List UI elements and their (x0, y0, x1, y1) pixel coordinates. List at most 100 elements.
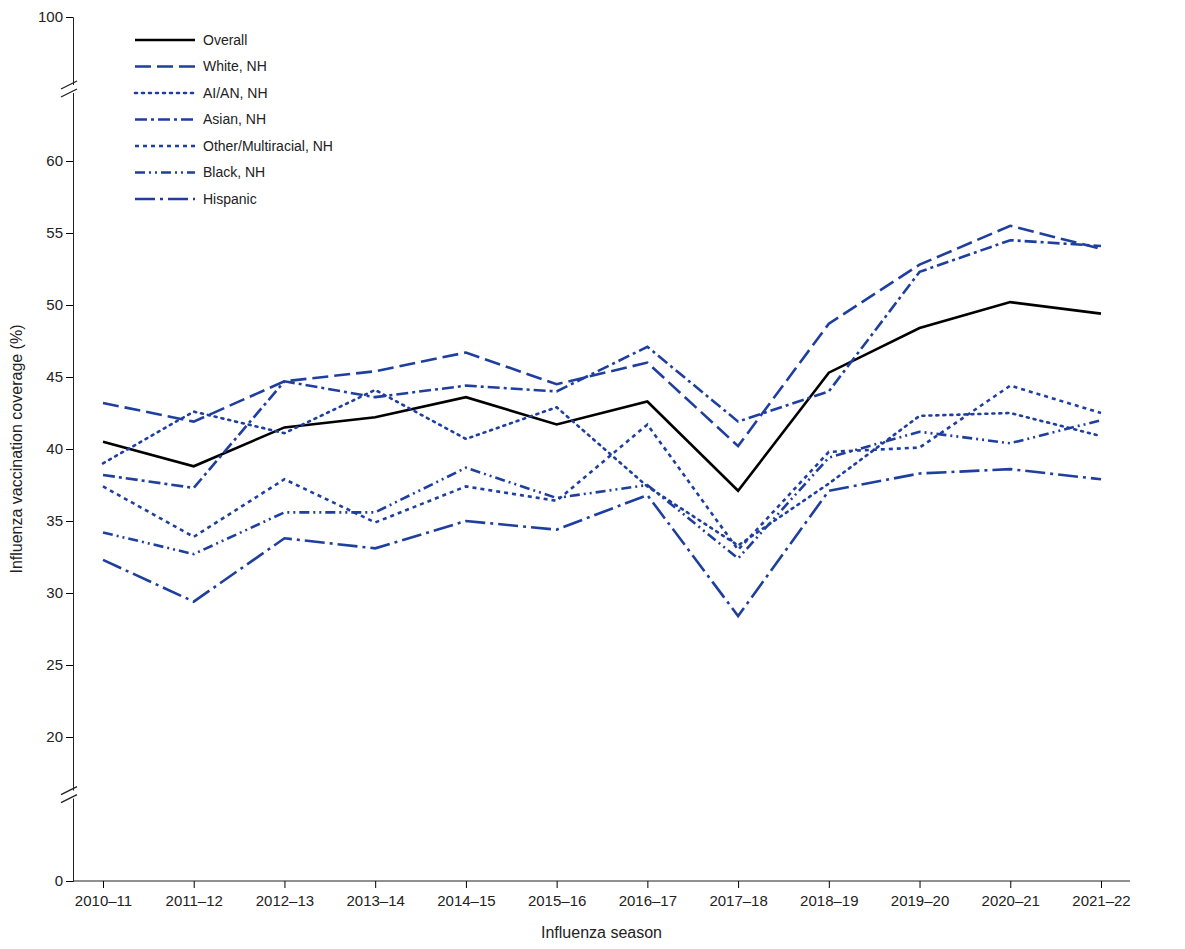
x-tick-mark (647, 881, 648, 888)
legend-swatch (135, 92, 195, 95)
x-tick-label: 2010–11 (75, 892, 132, 909)
legend-swatch (135, 198, 195, 201)
x-tick-label: 2013–14 (346, 892, 404, 909)
x-tick: 2011–12 (166, 881, 223, 909)
axis-break-mark (61, 795, 77, 803)
y-tick: 25 (46, 656, 73, 673)
y-tick-label: 40 (46, 440, 63, 457)
y-tick: 60 (46, 152, 73, 169)
legend-label: Overall (203, 32, 247, 48)
x-tick-label: 2016–17 (619, 892, 677, 909)
y-tick: 30 (46, 584, 73, 601)
axis-break (61, 787, 85, 803)
y-tick-mark (66, 377, 73, 378)
y-axis: 0 20 25 30 35 40 45 50 55 60 100 (38, 8, 74, 889)
y-tick-label: 30 (46, 584, 63, 601)
y-tick-label: 55 (46, 224, 63, 241)
y-tick-mark (66, 593, 73, 594)
y-tick: 55 (46, 224, 73, 241)
y-axis-title: Influenza vaccination coverage (%) (8, 324, 25, 573)
legend-label: Other/Multiracial, NH (203, 138, 333, 154)
y-tick: 20 (46, 728, 73, 745)
legend-label: Black, NH (203, 164, 265, 180)
x-tick-mark (103, 881, 104, 888)
x-tick-mark (829, 881, 830, 888)
y-tick: 40 (46, 440, 73, 457)
y-tick: 50 (46, 296, 73, 313)
x-tick: 2015–16 (528, 881, 586, 909)
y-tick-mark (66, 17, 73, 18)
x-axis-line (73, 881, 1130, 882)
series-line (103, 420, 1101, 558)
x-tick-label: 2018–19 (800, 892, 858, 909)
y-tick-mark (66, 665, 73, 666)
legend-label: Asian, NH (203, 111, 266, 127)
x-tick-label: 2012–13 (256, 892, 314, 909)
x-tick-mark (194, 881, 195, 888)
x-tick-mark (738, 881, 739, 888)
x-tick: 2019–20 (891, 881, 949, 909)
x-tick-mark (920, 881, 921, 888)
legend-label: Hispanic (203, 191, 257, 207)
x-tick: 2018–19 (800, 881, 858, 909)
chart: 0 20 25 30 35 40 45 50 55 60 100 2010–11 2011–12 2012… (0, 0, 1185, 949)
x-tick-label: 2011–12 (166, 892, 223, 909)
y-tick-label: 35 (46, 512, 63, 529)
legend: Overall White, NH AI/AN, NH Asian, NH Other/… (135, 32, 333, 207)
y-axis-line (66, 18, 74, 882)
y-tick-label: 25 (46, 656, 63, 673)
series-line (103, 240, 1101, 488)
x-tick: 2021–22 (1072, 881, 1130, 909)
legend-swatch (135, 39, 195, 42)
axis-break-mark (61, 787, 77, 795)
plot-area (103, 226, 1101, 616)
y-tick-label: 60 (46, 152, 63, 169)
legend-swatch (135, 65, 195, 68)
x-tick: 2016–17 (619, 881, 677, 909)
series-line (103, 226, 1101, 446)
x-tick-mark (1101, 881, 1102, 888)
legend-label: AI/AN, NH (203, 85, 268, 101)
y-tick: 0 (55, 872, 73, 889)
y-tick: 100 (38, 8, 73, 25)
legend-label: White, NH (203, 58, 267, 74)
x-tick-label: 2017–18 (709, 892, 767, 909)
x-tick: 2013–14 (346, 881, 404, 909)
series-line (103, 390, 1101, 546)
y-tick-mark (66, 737, 73, 738)
y-tick: 35 (46, 512, 73, 529)
x-tick-mark (1010, 881, 1011, 888)
y-tick-mark (66, 881, 73, 882)
y-tick-mark (66, 521, 73, 522)
legend-swatch (135, 171, 195, 174)
axis-break-gap (61, 85, 85, 93)
axis-break-mark (61, 89, 77, 97)
x-axis: 2010–11 2011–12 2012–13 2013–14 2014–15 2015–… (73, 881, 1131, 909)
x-axis-title: Influenza season (541, 924, 662, 941)
legend-swatch (135, 118, 195, 121)
y-tick-mark (66, 449, 73, 450)
x-tick-mark (466, 881, 467, 888)
x-tick-label: 2019–20 (891, 892, 949, 909)
x-tick-label: 2015–16 (528, 892, 586, 909)
y-tick-label: 50 (46, 296, 63, 313)
legend-swatch (135, 145, 195, 148)
x-tick-label: 2021–22 (1072, 892, 1130, 909)
axis-break (61, 81, 85, 97)
x-tick-mark (557, 881, 558, 888)
x-tick-mark (284, 881, 285, 888)
y-tick-label: 20 (46, 728, 63, 745)
x-tick-label: 2020–21 (982, 892, 1040, 909)
x-tick: 2014–15 (437, 881, 495, 909)
x-tick: 2017–18 (709, 881, 767, 909)
series-line (103, 469, 1101, 616)
x-tick: 2010–11 (75, 881, 132, 909)
x-tick: 2012–13 (256, 881, 314, 909)
y-tick-label: 45 (46, 368, 63, 385)
y-tick-label: 0 (55, 872, 63, 889)
x-tick-mark (375, 881, 376, 888)
y-tick-mark (66, 305, 73, 306)
axis-break-mark (61, 81, 77, 89)
x-tick-label: 2014–15 (437, 892, 495, 909)
y-tick-mark (66, 233, 73, 234)
